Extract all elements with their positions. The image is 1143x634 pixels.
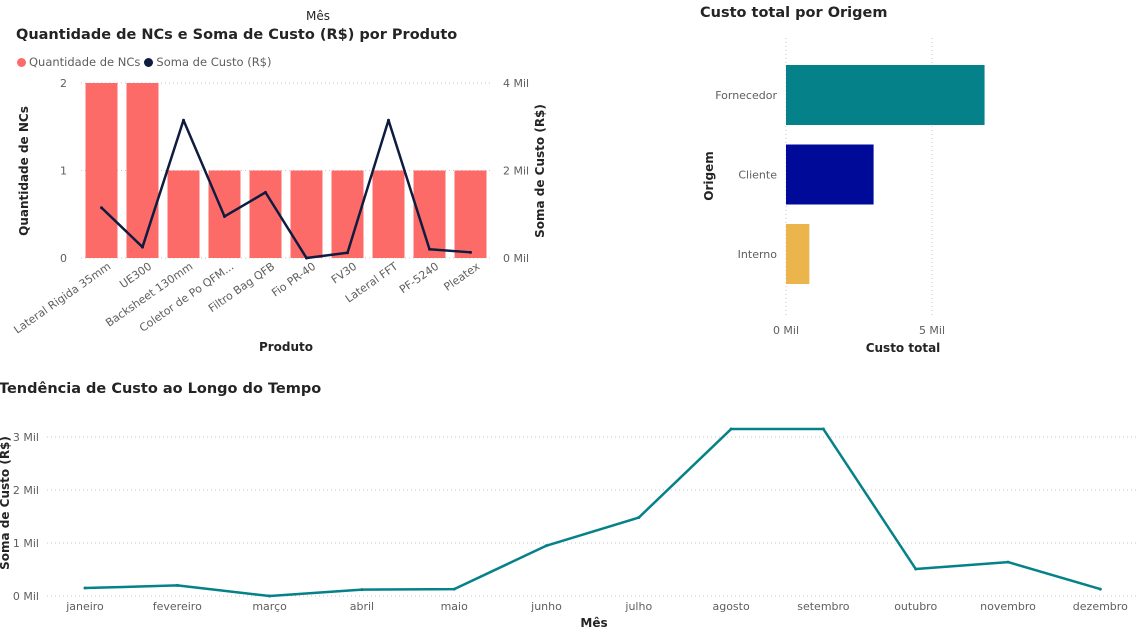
trend-y-tick: 2 Mil	[13, 484, 39, 497]
trend-point-10[interactable]	[914, 567, 918, 571]
origin-category-label: Fornecedor	[715, 89, 777, 102]
combo-y-axis-title-left: Quantidade de NCs	[17, 106, 31, 236]
trend-x-tick: abril	[350, 600, 374, 613]
combo-bar-2[interactable]	[126, 83, 159, 258]
trend-y-tick: 0 Mil	[13, 590, 39, 603]
trend-x-tick: julho	[624, 600, 652, 613]
legend-label-ncs: Quantidade de NCs	[29, 55, 141, 69]
trend-point-7[interactable]	[637, 516, 641, 520]
origin-x-axis-title: Custo total	[866, 341, 941, 355]
combo-y-tick-left: 1	[60, 165, 67, 178]
origin-x-tick: 0 Mil	[773, 324, 799, 337]
trend-x-tick: março	[252, 600, 287, 613]
legend-swatch-custo	[144, 57, 154, 67]
combo-y-tick-right: 4 Mil	[503, 77, 529, 90]
combo-cost-point-3[interactable]	[182, 118, 185, 122]
combo-cost-point-8[interactable]	[387, 118, 390, 122]
combo-cost-point-5[interactable]	[264, 190, 267, 194]
combo-x-tick: Fio PR-40	[269, 260, 318, 300]
trend-point-1[interactable]	[83, 586, 87, 590]
trend-x-tick: outubro	[894, 600, 937, 613]
trend-x-tick: junho	[530, 600, 562, 613]
trend-point-9[interactable]	[821, 427, 825, 431]
trend-x-tick: novembro	[980, 600, 1036, 613]
trend-point-8[interactable]	[729, 427, 733, 431]
combo-y-tick-left: 0	[60, 252, 67, 265]
origin-y-axis-title: Origem	[702, 151, 716, 200]
trend-x-tick: agosto	[712, 600, 749, 613]
combo-y-tick-right: 2 Mil	[503, 165, 529, 178]
legend-swatch-ncs	[17, 57, 26, 67]
trend-chart-title: Tendência de Custo ao Longo do Tempo	[0, 381, 322, 397]
legend-item-ncs[interactable]: Quantidade de NCs	[17, 55, 140, 69]
trend-y-tick: 3 Mil	[13, 431, 39, 444]
trend-point-5[interactable]	[452, 587, 456, 591]
combo-chart-legend: Quantidade de NCs Soma de Custo (R$)	[17, 55, 275, 69]
combo-x-tick: FV30	[329, 260, 359, 287]
trend-y-axis-title: Soma de Custo (R$)	[0, 436, 12, 570]
combo-x-axis-title: Produto	[259, 340, 313, 354]
origin-category-label: Cliente	[738, 169, 777, 182]
trend-point-3[interactable]	[268, 594, 272, 598]
trend-point-12[interactable]	[1098, 587, 1102, 591]
combo-cost-point-1[interactable]	[100, 206, 103, 210]
combo-bar-1[interactable]	[85, 83, 118, 258]
combo-bar-5[interactable]	[249, 170, 282, 259]
origin-chart-title: Custo total por Origem	[700, 5, 888, 21]
combo-bar-3[interactable]	[167, 170, 200, 259]
trend-point-6[interactable]	[545, 544, 548, 548]
combo-y-tick-left: 2	[60, 77, 67, 90]
combo-x-tick: Lateral Rigida 35mm	[11, 260, 113, 337]
combo-x-tick: PF-5240	[397, 260, 441, 296]
combo-chart-title: Quantidade de NCs e Soma de Custo (R$) p…	[16, 27, 458, 43]
trend-point-11[interactable]	[1006, 560, 1010, 564]
trend-x-tick: maio	[441, 600, 469, 613]
combo-cost-point-10[interactable]	[469, 250, 472, 254]
legend-item-custo[interactable]: Soma de Custo (R$)	[144, 55, 271, 69]
origin-x-tick: 5 Mil	[919, 324, 945, 337]
origin-category-label: Interno	[738, 248, 778, 261]
combo-y-tick-right: 0 Mil	[503, 252, 529, 265]
trend-cost-line[interactable]	[84, 427, 1101, 598]
combo-y-axis-title-right: Soma de Custo (R$)	[533, 104, 547, 238]
trend-y-tick: 1 Mil	[13, 537, 39, 550]
combo-x-tick: Pleatex	[441, 260, 482, 294]
combo-cost-line[interactable]	[100, 118, 471, 260]
origin-bar-fornecedor[interactable]	[786, 65, 985, 125]
combo-bar-10[interactable]	[454, 170, 487, 259]
trend-point-2[interactable]	[175, 583, 179, 587]
trend-x-tick: janeiro	[65, 600, 104, 613]
origin-bar-interno[interactable]	[786, 224, 810, 284]
trend-x-tick: dezembro	[1073, 600, 1128, 613]
combo-bar-8[interactable]	[372, 170, 405, 259]
top-month-label: Mês	[306, 9, 330, 23]
trend-point-4[interactable]	[360, 588, 364, 592]
trend-x-tick: setembro	[797, 600, 850, 613]
combo-bar-6[interactable]	[290, 170, 323, 259]
combo-cost-point-6[interactable]	[305, 256, 308, 260]
combo-cost-point-4[interactable]	[223, 214, 226, 218]
combo-cost-point-2[interactable]	[141, 245, 144, 249]
trend-x-axis-title: Mês	[580, 616, 607, 630]
combo-cost-point-9[interactable]	[428, 247, 431, 251]
origin-bar-cliente[interactable]	[786, 144, 874, 205]
combo-cost-point-7[interactable]	[346, 251, 349, 255]
legend-label-custo: Soma de Custo (R$)	[156, 55, 272, 69]
trend-x-tick: fevereiro	[153, 600, 202, 613]
